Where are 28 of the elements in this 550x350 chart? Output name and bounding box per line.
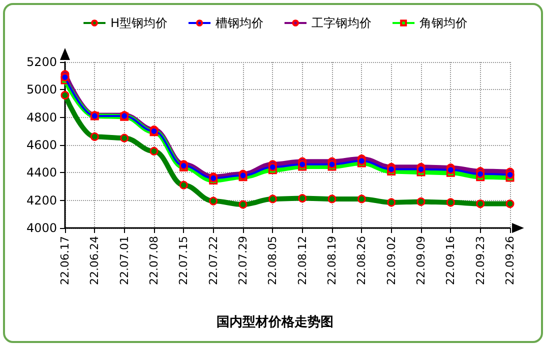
x-tick-label: 22.08.05	[266, 236, 280, 285]
y-tick-label: 4200	[26, 193, 57, 208]
x-tick-label: 22.08.12	[296, 236, 309, 285]
text: 国内型材价格走势图	[216, 314, 334, 330]
x-tick-label: 22.08.19	[326, 236, 338, 285]
y-tick-label: 4000	[26, 221, 57, 235]
x-tick-label: 22.07.22	[206, 236, 220, 285]
x-tick-label: 22.06.24	[88, 236, 102, 285]
x-tick-label: 22.09.02	[384, 236, 398, 285]
y-tick-label: 4400	[26, 166, 57, 180]
x-tick-label: 22.09.26	[504, 236, 516, 285]
legend-label: H型钢均价	[110, 16, 168, 30]
x-tick-label: 22.09.09	[414, 236, 428, 285]
x-tick-label: 22.09.23	[474, 236, 487, 285]
y-tick-label: 5000	[26, 82, 57, 97]
legend-label: 槽钢均价	[216, 16, 264, 30]
legend-label: 角钢均价	[420, 16, 468, 30]
x-tick-label: 22.09.16	[444, 236, 458, 285]
y-tick-label: 4600	[26, 138, 57, 152]
x-tick-label: 22.07.15	[177, 236, 190, 285]
legend-label: 工字钢均价	[312, 16, 372, 30]
x-tick-label: 22.06.17	[58, 236, 72, 285]
x-tick-label: 22.07.29	[236, 236, 250, 285]
x-tick-label: 22.07.01	[118, 236, 131, 285]
y-tick-label: 4800	[26, 110, 57, 124]
x-tick-label: 22.08.26	[355, 236, 368, 285]
x-tick-label: 22.07.08	[148, 236, 160, 285]
y-tick-label: 5200	[26, 55, 57, 69]
